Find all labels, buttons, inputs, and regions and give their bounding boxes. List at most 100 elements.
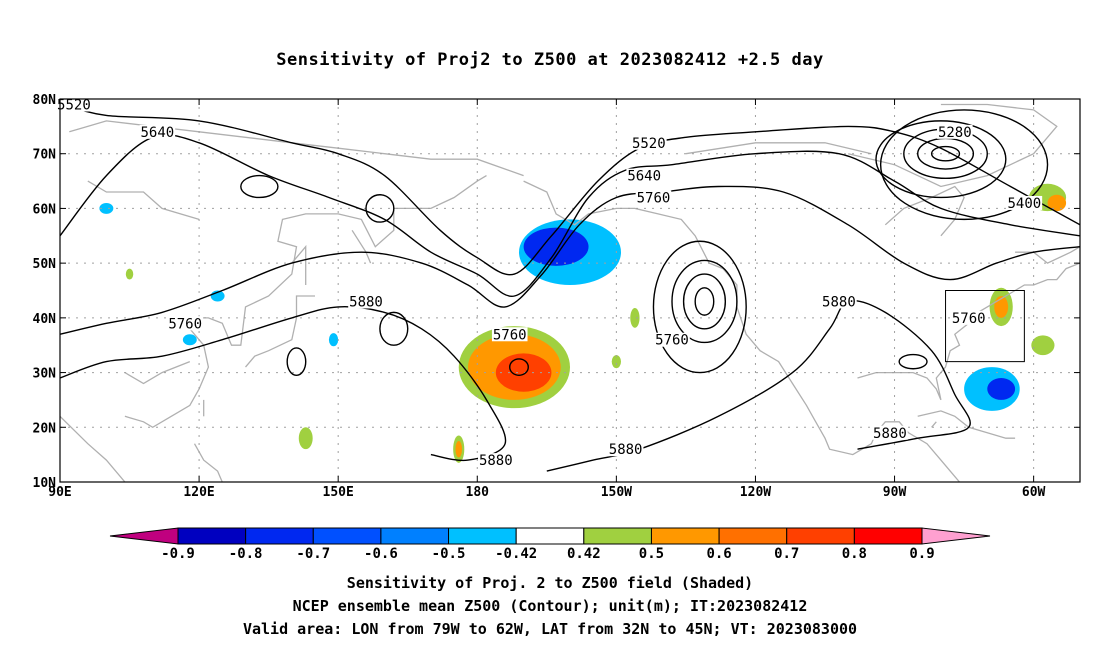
- colorbar-swatch: [380, 527, 450, 545]
- sensitivity-shading: [99, 183, 1067, 463]
- closed-contour-5760: [694, 287, 715, 316]
- contour-label-bg: [950, 310, 987, 325]
- colorbar-label: -0.8: [229, 546, 263, 562]
- coastlines: [60, 103, 1080, 482]
- x-tick-label: 180: [466, 485, 490, 500]
- coastline-segment-17: [351, 229, 372, 264]
- y-tick-label: 60N: [33, 202, 57, 217]
- contour-label: 5760: [655, 333, 689, 349]
- coastline-segment-16: [87, 180, 200, 221]
- colorbar-swatch: [853, 527, 923, 545]
- y-tick-label: 20N: [33, 421, 57, 436]
- coastline-segment-7: [857, 262, 1080, 401]
- closed-contour-5880: [879, 109, 1049, 221]
- x-tick-label: 120W: [740, 485, 771, 500]
- contour-label: 5400: [1008, 196, 1042, 212]
- caption-shading: Sensitivity of Proj. 2 to Z500 field (Sh…: [346, 574, 754, 592]
- y-tick-label: 10N: [33, 476, 57, 491]
- colorbar-swatch: [448, 527, 517, 545]
- shaded-region-16: [298, 427, 313, 450]
- colorbar-swatch: [718, 527, 788, 545]
- shaded-region-6: [987, 378, 1016, 400]
- contour-label-bg: [1006, 195, 1043, 210]
- colorbar-label: -0.6: [364, 546, 398, 562]
- coastline-segment-5: [291, 244, 307, 285]
- closed-contour-5880: [379, 311, 409, 346]
- colorbar-swatch: [583, 527, 652, 545]
- contour-label-bg: [139, 124, 176, 139]
- coastline-segment-0: [60, 415, 126, 482]
- colorbar-swatch: [650, 527, 720, 545]
- colorbar-label: -0.5: [432, 546, 466, 562]
- contour-5640: [60, 134, 1080, 297]
- valid-area-box: [945, 290, 1025, 363]
- contour-label-bg: [872, 425, 908, 440]
- contour-label: 5520: [632, 136, 666, 152]
- coastline-segment-8: [917, 410, 1016, 439]
- x-axis-ticks: 90E 120E 150E 180 150W 120W 90W 60W: [48, 99, 1046, 500]
- colorbar-label: -0.42: [495, 546, 537, 562]
- contour-label-bg: [937, 124, 973, 139]
- coastline-segment-11: [884, 185, 965, 237]
- y-axis-ticks: 80N 70N 60N 50N 40N 30N 20N 10N: [33, 93, 1080, 491]
- colorbar: -0.9 -0.8 -0.7 -0.6 -0.5 -0.42 0.42 0.5 0.6 0.7 0.…: [109, 527, 991, 562]
- coastline-segment-2: [245, 295, 315, 368]
- colorbar-left-triangle: [109, 527, 179, 545]
- contour-label-bg: [491, 327, 528, 342]
- shaded-region-18: [455, 440, 462, 458]
- contour-label: 5640: [627, 169, 661, 185]
- contour-label: 5880: [822, 294, 856, 310]
- contour-label-bg: [56, 97, 92, 112]
- coastline-segment-9: [931, 421, 937, 428]
- colorbar-label: 0.5: [639, 546, 664, 562]
- closed-contour-5640: [365, 194, 395, 223]
- closed-contour-5640: [240, 174, 279, 199]
- contour-label-bg: [478, 453, 514, 468]
- contour-label: 5760: [637, 190, 671, 206]
- colorbar-label: 0.7: [774, 546, 799, 562]
- colorbar-label: 0.9: [909, 546, 934, 562]
- contour-label-bg: [631, 135, 667, 150]
- contour-label: 5880: [349, 294, 383, 310]
- contour-label-bg: [348, 294, 384, 309]
- coastline-segment-15: [124, 360, 191, 385]
- contour-label-bg: [167, 316, 203, 331]
- caption-contour: NCEP ensemble mean Z500 (Contour); unit(…: [292, 597, 808, 615]
- z500-contours: [60, 103, 1080, 472]
- coastline-segment-12: [848, 103, 1058, 188]
- colorbar-label: -0.9: [161, 546, 195, 562]
- x-tick-label: 60W: [1022, 485, 1046, 500]
- contour-label: 5520: [57, 97, 91, 113]
- closed-contour-5880: [286, 347, 307, 377]
- contour-labels: 5520 5640 5760 5880 5760 5880 5520 5640 5760 5760…: [56, 97, 1043, 469]
- contour-label: 5760: [952, 311, 986, 327]
- colorbar-swatch: [312, 527, 382, 545]
- contour-label-bg: [821, 294, 857, 309]
- colorbar-swatch: [515, 527, 585, 545]
- contour-label: 5880: [479, 453, 513, 469]
- contour-label-bg: [626, 168, 662, 183]
- map-title: Sensitivity of Proj2 to Z500 at 20230824…: [276, 50, 824, 70]
- shaded-region-11: [1031, 335, 1055, 356]
- contour-label: 5880: [609, 442, 643, 458]
- lat-lon-gridlines: [60, 99, 1080, 482]
- shaded-region-19: [630, 308, 640, 328]
- shaded-region-4: [495, 353, 552, 392]
- y-tick-label: 80N: [33, 93, 57, 108]
- x-tick-label: 150W: [601, 485, 632, 500]
- contour-label-bg: [654, 332, 690, 347]
- coastline-segment-13: [685, 142, 872, 155]
- contour-label: 5640: [141, 125, 175, 141]
- y-tick-label: 70N: [33, 148, 57, 163]
- contour-label: 5280: [938, 125, 972, 141]
- coastline-segment-10: [1015, 246, 1080, 264]
- x-tick-label: 90E: [48, 485, 71, 500]
- plot-frame: [59, 98, 1081, 483]
- contour-label: 5760: [493, 327, 527, 343]
- shaded-region-20: [611, 355, 621, 369]
- contour-5760: [60, 185, 1080, 335]
- shaded-region-10: [1047, 194, 1067, 212]
- colorbar-swatch: [245, 527, 314, 545]
- closed-contour-5880: [509, 358, 529, 377]
